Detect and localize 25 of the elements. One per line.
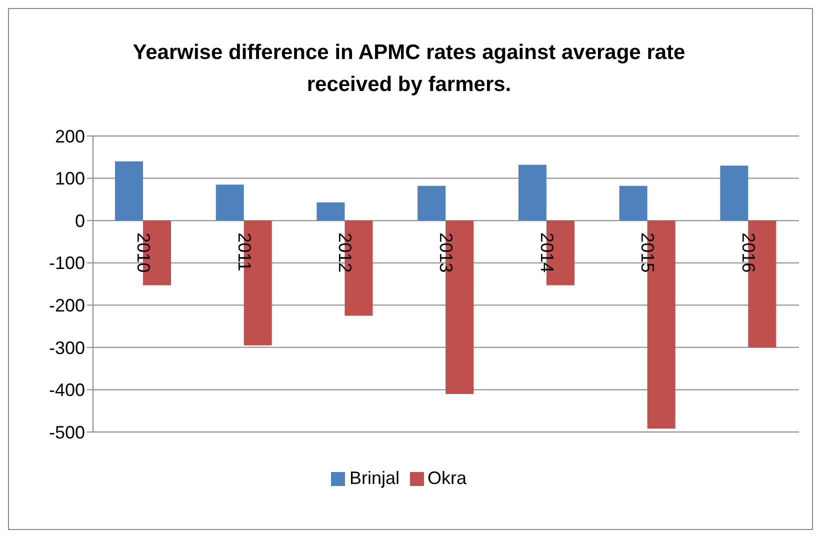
bar (216, 184, 244, 221)
x-tick-label: 2013 (436, 232, 456, 273)
x-tick-label: 2015 (638, 232, 658, 273)
bar (316, 202, 345, 221)
x-tick-label: 2010 (133, 232, 154, 273)
y-tick-label: 200 (54, 126, 85, 146)
chart-title: Yearwise difference in APMC rates against average rate received by farmers. (132, 40, 686, 98)
y-tick-label: 100 (54, 168, 85, 189)
bar (720, 166, 748, 221)
legend-label: Okra (428, 468, 467, 488)
bar (115, 161, 143, 221)
bar (518, 164, 546, 221)
y-tick-label: 0 (74, 210, 85, 231)
x-tick-label: 2016 (738, 232, 759, 273)
x-tick-label: 2011 (234, 232, 254, 272)
y-tick-label: -400 (48, 380, 85, 400)
y-tick-label: -100 (48, 253, 85, 274)
bar (418, 186, 446, 221)
y-tick-label: -300 (48, 338, 85, 358)
bar (619, 186, 648, 221)
x-tick-label: 2012 (335, 232, 356, 273)
y-tick-label: -500 (48, 422, 85, 442)
legend-label: Brinjal (349, 468, 400, 488)
x-tick-label: 2014 (536, 232, 557, 273)
y-tick-label: -200 (48, 296, 85, 316)
